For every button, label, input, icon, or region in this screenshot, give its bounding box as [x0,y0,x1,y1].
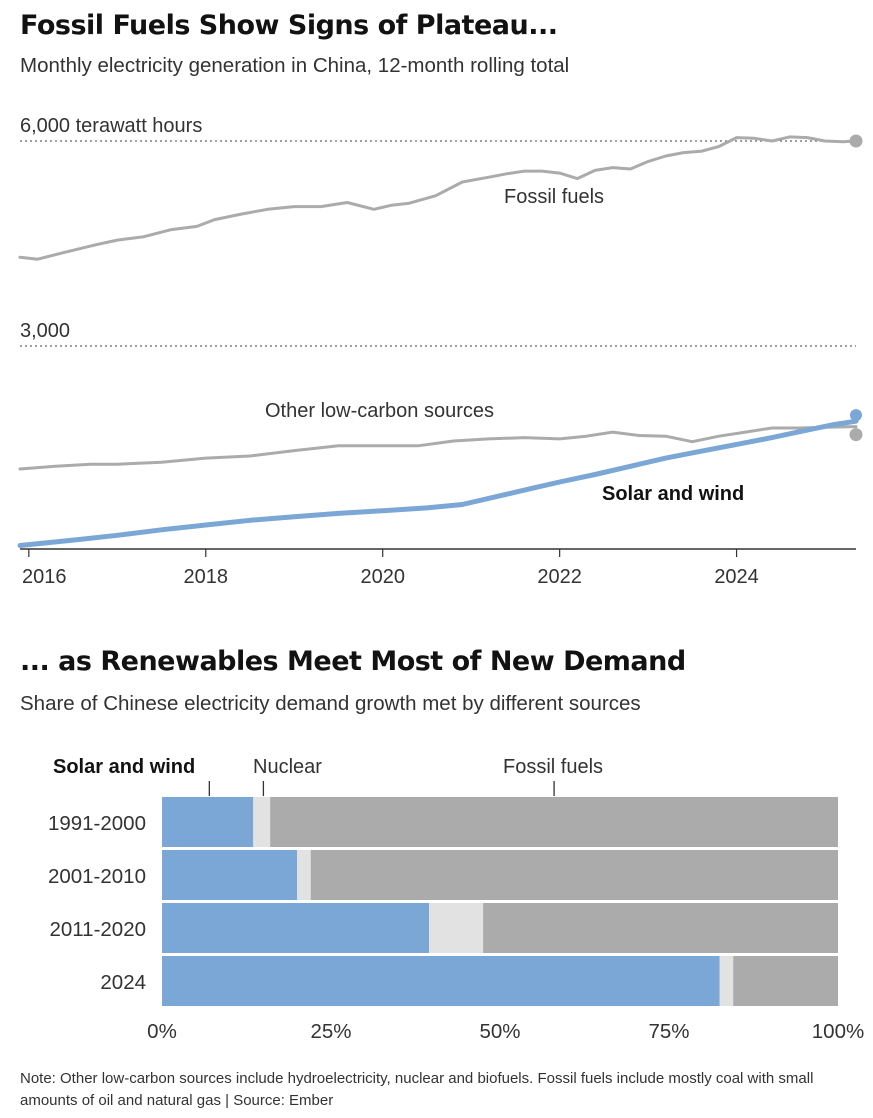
series-end-dot-fossil [849,134,863,148]
y-gridline-label-1: 3,000 [20,320,70,342]
bar-segment-nuclear-2 [429,903,484,953]
x-tick-label-2022: 2022 [537,566,582,588]
x-tick-label-2018: 2018 [184,566,229,588]
bar-segment-nuclear-1 [297,850,311,900]
series-line-solar [17,418,859,548]
series-label-solar: Solar and wind [602,483,744,505]
bar-segment-solar-3 [162,956,720,1006]
bar-segment-fossil-0 [270,797,838,847]
top-chart-title: Fossil Fuels Show Signs of Plateau... [20,10,558,41]
category-label-0: 1991-2000 [48,812,146,835]
bar-segment-nuclear-0 [253,797,271,847]
legend-label-nuclear: Nuclear [253,756,322,778]
bar-segment-fossil-1 [310,850,839,900]
series-line-fossil [18,135,858,261]
x-tick-label-pct-25: 25% [310,1020,351,1043]
chart-note: Note: Other low-carbon sources include h… [20,1070,814,1109]
y-gridline-label-0: 6,000 terawatt hours [20,115,202,137]
category-label-3: 2024 [100,971,146,994]
series-line-other [18,425,858,471]
bar-segment-solar-0 [162,797,254,847]
bottom-chart-subtitle: Share of Chinese electricity demand grow… [20,692,641,715]
series-label-fossil: Fossil fuels [504,186,604,208]
series-label-other: Other low-carbon sources [265,400,494,422]
bar-segment-nuclear-3 [719,956,734,1006]
x-tick-label-2020: 2020 [360,566,405,588]
category-label-1: 2001-2010 [48,865,146,888]
bar-segment-fossil-3 [733,956,838,1006]
bar-chart: Solar and wind Nuclear Fossil fuels 1991-20… [48,756,864,1043]
series-end-dot-other [849,428,863,442]
legend-label-fossil: Fossil fuels [503,756,603,778]
x-tick-label-pct-50: 50% [479,1020,520,1043]
x-tick-label-2016: 2016 [22,566,67,588]
category-label-2: 2011-2020 [49,918,146,941]
legend-label-solar: Solar and wind [53,756,195,778]
top-chart-subtitle: Monthly electricity generation in China,… [20,54,570,77]
bar-segment-solar-2 [162,903,430,953]
x-tick-label-pct-100: 100% [812,1020,864,1043]
bar-segment-fossil-2 [483,903,838,953]
bottom-chart-title: ... as Renewables Meet Most of New Deman… [20,646,686,677]
bar-segment-solar-1 [162,850,298,900]
x-tick-label-2024: 2024 [714,566,759,588]
line-chart: 6,000 terawatt hours 3,000 2016 2018 2020 202… [17,115,863,588]
x-tick-label-pct-75: 75% [648,1020,689,1043]
series-end-dot-solar [850,409,862,422]
x-tick-label-pct-0: 0% [147,1020,177,1043]
